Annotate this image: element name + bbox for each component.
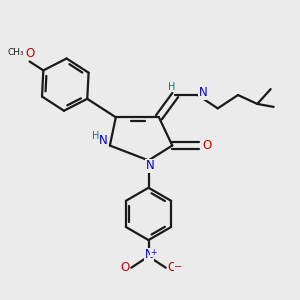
Text: N: N: [146, 159, 154, 172]
Text: O: O: [120, 261, 129, 274]
Text: N: N: [199, 86, 207, 99]
Text: H: H: [168, 82, 176, 92]
Text: O: O: [168, 261, 177, 274]
Text: O: O: [203, 139, 212, 152]
Text: N: N: [145, 248, 154, 261]
Text: H: H: [92, 131, 99, 141]
Text: −: −: [174, 262, 182, 272]
Text: +: +: [151, 248, 157, 257]
Text: CH₃: CH₃: [8, 48, 24, 57]
Text: N: N: [99, 134, 108, 147]
Text: O: O: [25, 47, 34, 60]
